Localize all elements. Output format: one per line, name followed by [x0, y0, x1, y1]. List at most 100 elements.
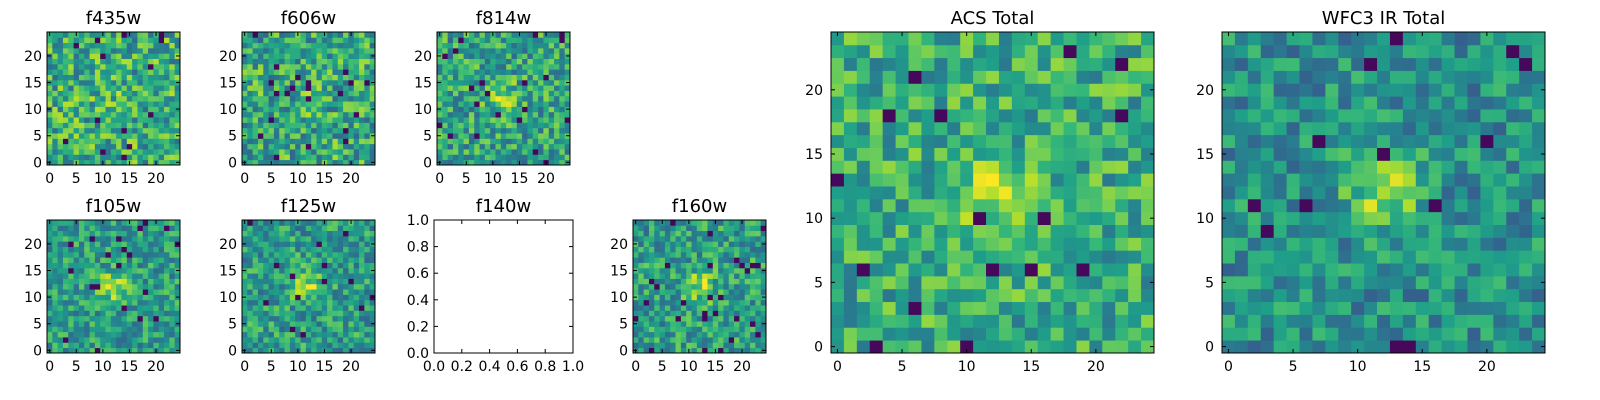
heatmap-cell: [116, 267, 122, 274]
heatmap-cell: [78, 53, 85, 59]
heatmap-cell: [659, 299, 666, 306]
heatmap-cell: [68, 58, 74, 65]
heatmap-cell: [257, 69, 264, 75]
heatmap-cell: [659, 310, 666, 317]
heatmap-cell: [479, 47, 486, 54]
heatmap-cell: [316, 246, 323, 253]
heatmap-cell: [121, 47, 128, 54]
heatmap-cell: [1024, 32, 1039, 46]
heatmap-cell: [148, 299, 154, 306]
heatmap-cell: [1519, 301, 1533, 315]
heatmap-cell: [257, 58, 264, 65]
heatmap-cell: [1493, 173, 1507, 187]
heatmap-cell: [359, 127, 365, 134]
heatmap-cell: [84, 289, 90, 295]
heatmap-cell: [1050, 109, 1064, 123]
heatmap-cell: [1377, 211, 1391, 225]
heatmap-cell: [998, 314, 1013, 328]
heatmap-cell: [84, 101, 90, 107]
heatmap-cell: [1312, 250, 1326, 264]
heatmap-cell: [52, 122, 59, 129]
heatmap-cell: [164, 289, 170, 295]
heatmap-cell: [564, 111, 571, 118]
panel-title: f160w: [672, 196, 727, 217]
heatmap-cell: [242, 122, 248, 129]
heatmap-cell: [268, 230, 275, 237]
heatmap-cell: [921, 57, 935, 71]
y-tick-label: 15: [24, 76, 42, 92]
heatmap-cell: [132, 90, 138, 97]
heatmap-cell: [273, 347, 280, 354]
y-tick-label: 20: [219, 49, 237, 65]
heatmap-cell: [116, 117, 122, 123]
heatmap-cell: [47, 138, 53, 145]
heatmap-cell: [47, 90, 53, 97]
heatmap-cell: [364, 138, 371, 145]
heatmap-cell: [707, 299, 714, 306]
heatmap-cell: [142, 138, 149, 145]
heatmap-cell: [332, 251, 339, 258]
heatmap-cell: [369, 32, 376, 38]
heatmap-cell: [89, 299, 96, 306]
heatmap-cell: [369, 90, 376, 97]
heatmap-cell: [506, 133, 512, 139]
heatmap-cell: [670, 220, 676, 226]
heatmap-cell: [62, 337, 69, 343]
heatmap-cell: [289, 42, 296, 49]
heatmap-cell: [100, 37, 106, 44]
heatmap-cell: [934, 83, 948, 97]
heatmap-cell: [110, 310, 117, 317]
heatmap-cell: [78, 127, 85, 134]
heatmap-cell: [105, 321, 112, 327]
heatmap-cell: [1454, 340, 1468, 354]
heatmap-cell: [158, 225, 165, 232]
heatmap-cell: [1102, 96, 1116, 110]
heatmap-cell: [986, 327, 1000, 341]
heatmap-cell: [289, 37, 296, 44]
heatmap-cell: [327, 63, 333, 70]
heatmap-cell: [305, 321, 312, 327]
heatmap-cell: [718, 230, 724, 237]
heatmap-cell: [126, 246, 133, 253]
heatmap-cell: [654, 262, 660, 269]
heatmap-cell: [132, 32, 138, 38]
heatmap-cell: [148, 267, 154, 274]
heatmap-cell: [474, 101, 480, 107]
heatmap-cell: [548, 106, 555, 113]
heatmap-cell: [47, 127, 53, 134]
heatmap-cell: [447, 106, 454, 113]
heatmap-cell: [116, 299, 122, 306]
heatmap-cell: [474, 74, 480, 81]
heatmap-cell: [500, 69, 507, 75]
heatmap-cell: [548, 159, 555, 166]
heatmap-cell: [712, 267, 719, 274]
heatmap-cell: [458, 111, 464, 118]
heatmap-cell: [158, 267, 165, 274]
heatmap-cell: [121, 95, 128, 102]
heatmap-cell: [68, 299, 74, 306]
heatmap-cell: [1519, 340, 1533, 354]
heatmap-cell: [947, 134, 961, 148]
heatmap-cell: [670, 347, 676, 354]
heatmap-cell: [332, 37, 339, 44]
heatmap-cell: [359, 225, 365, 232]
heatmap-cell: [148, 149, 154, 155]
heatmap-cell: [1532, 327, 1546, 341]
heatmap-cell: [947, 186, 961, 200]
heatmap-cell: [1141, 83, 1155, 97]
heatmap-cell: [126, 63, 133, 70]
heatmap-cell: [468, 154, 475, 161]
heatmap-cell: [247, 278, 254, 285]
heatmap-cell: [364, 85, 371, 91]
heatmap-cell: [750, 230, 756, 237]
heatmap-cell: [442, 154, 449, 161]
heatmap-cell: [316, 326, 323, 333]
heatmap-cell: [316, 95, 323, 102]
heatmap-cell: [110, 117, 117, 123]
heatmap-cell: [359, 342, 365, 349]
heatmap-cell: [268, 321, 275, 327]
heatmap-cell: [484, 95, 491, 102]
heatmap-cell: [364, 37, 371, 44]
heatmap-cell: [110, 262, 117, 269]
